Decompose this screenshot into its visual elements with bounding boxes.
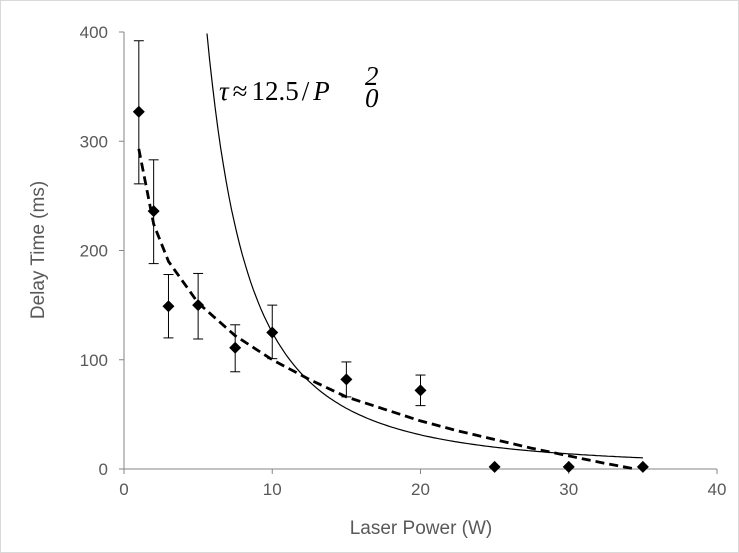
data-point-marker — [636, 460, 649, 473]
data-point-marker — [147, 205, 160, 218]
data-point-marker — [340, 373, 353, 386]
axes — [119, 31, 718, 474]
formula-text: τ ≈12.5/P — [219, 76, 330, 106]
formula-slash: / — [302, 76, 310, 106]
data-point-marker — [229, 341, 242, 354]
formula-annotation: τ ≈12.5/P 2 0 — [219, 61, 379, 113]
data-point-marker — [488, 460, 501, 473]
x-tick-label: 0 — [119, 480, 128, 499]
x-tick-label: 10 — [263, 480, 282, 499]
y-tick-label: 400 — [80, 23, 108, 42]
y-tick-label: 0 — [99, 460, 108, 479]
formula-tau: τ — [219, 76, 230, 106]
y-tick-label: 200 — [80, 242, 108, 261]
formula-subscript: 0 — [365, 83, 379, 113]
y-tick-label: 300 — [80, 132, 108, 151]
data-point-marker — [562, 460, 575, 473]
model-curve — [206, 33, 643, 459]
formula-coefficient: 12.5 — [252, 76, 299, 106]
curves — [137, 33, 643, 471]
x-tick-label: 20 — [411, 480, 430, 499]
y-axis-title: Delay Time (ms) — [28, 181, 49, 319]
data-point-marker — [162, 300, 175, 313]
data-point-marker — [414, 384, 427, 397]
markers — [132, 40, 649, 473]
data-point-marker — [266, 326, 279, 339]
x-tick-label: 40 — [708, 480, 727, 499]
formula-approx: ≈ — [233, 76, 248, 106]
x-tick-label: 30 — [559, 480, 578, 499]
y-tick-label: 100 — [80, 351, 108, 370]
data-point-marker — [192, 299, 205, 312]
formula-superscript: 2 — [365, 61, 379, 91]
data-point-marker — [132, 105, 145, 118]
fit-curve-dashed — [137, 148, 636, 471]
formula-p: P — [312, 76, 330, 106]
x-axis-title: Laser Power (W) — [350, 518, 493, 539]
